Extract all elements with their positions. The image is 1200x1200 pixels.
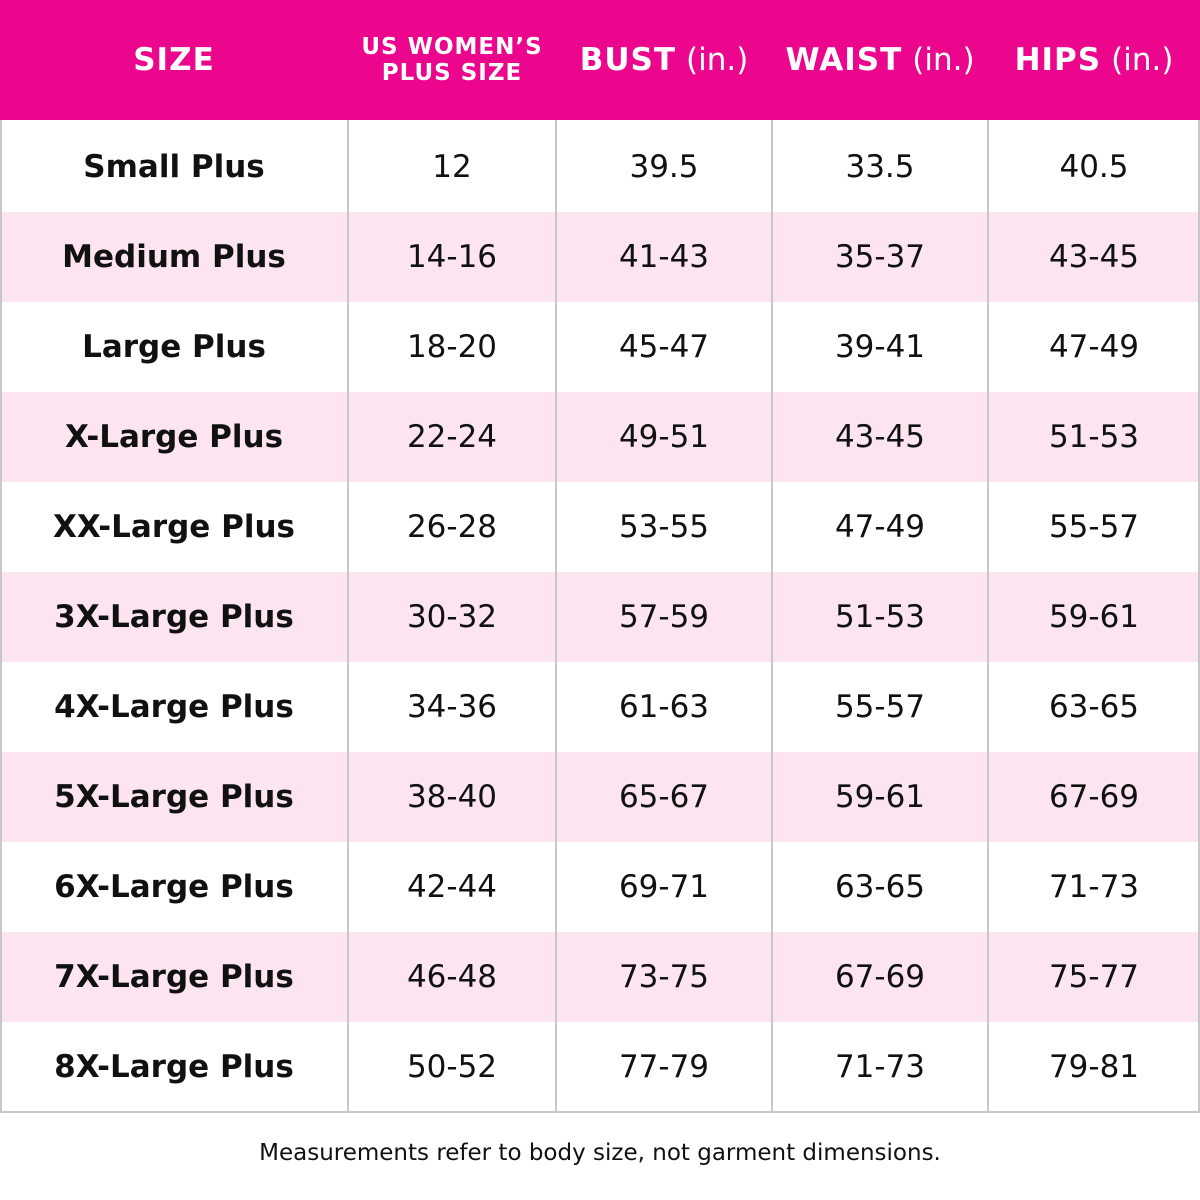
value-cell: 39.5 xyxy=(629,149,699,185)
size-cell: 6X-Large Plus xyxy=(54,869,294,905)
size-cell: 3X-Large Plus xyxy=(54,599,294,635)
value-cell: 59-61 xyxy=(1048,599,1140,635)
value-cell: 30-32 xyxy=(406,599,498,635)
value-cell: 63-65 xyxy=(1048,689,1140,725)
value-cell: 59-61 xyxy=(834,779,926,815)
size-cell: 4X-Large Plus xyxy=(54,689,294,725)
value-cell: 26-28 xyxy=(406,509,498,545)
size-cell: Large Plus xyxy=(82,329,266,365)
header-line: US WOMEN’S xyxy=(361,34,543,60)
size-cell: XX-Large Plus xyxy=(53,509,295,545)
size-cell: 8X-Large Plus xyxy=(54,1049,294,1085)
row-band xyxy=(0,572,1200,662)
value-cell: 43-45 xyxy=(1048,239,1140,275)
value-cell: 38-40 xyxy=(406,779,498,815)
value-cell: 43-45 xyxy=(834,419,926,455)
value-cell: 65-67 xyxy=(618,779,710,815)
value-cell: 34-36 xyxy=(406,689,498,725)
value-cell: 51-53 xyxy=(834,599,926,635)
value-cell: 41-43 xyxy=(618,239,710,275)
value-cell: 51-53 xyxy=(1048,419,1140,455)
value-cell: 79-81 xyxy=(1048,1049,1140,1085)
value-cell: 69-71 xyxy=(618,869,710,905)
value-cell: 75-77 xyxy=(1048,959,1140,995)
value-cell: 39-41 xyxy=(834,329,926,365)
row-band xyxy=(0,752,1200,842)
header-line: PLUS SIZE xyxy=(381,60,523,86)
header-cell: BUST (in.) xyxy=(556,0,772,120)
value-cell: 63-65 xyxy=(834,869,926,905)
value-cell: 61-63 xyxy=(618,689,710,725)
value-cell: 40.5 xyxy=(1059,149,1129,185)
value-cell: 77-79 xyxy=(618,1049,710,1085)
value-cell: 55-57 xyxy=(834,689,926,725)
value-cell: 71-73 xyxy=(1048,869,1140,905)
row-band xyxy=(0,212,1200,302)
column-line xyxy=(987,120,989,1112)
header-label: SIZE xyxy=(133,42,215,78)
header-label: WAIST xyxy=(785,42,903,78)
row-band xyxy=(0,932,1200,1022)
value-cell: 57-59 xyxy=(618,599,710,635)
value-cell: 14-16 xyxy=(406,239,498,275)
header-cell: WAIST (in.) xyxy=(772,0,988,120)
value-cell: 67-69 xyxy=(834,959,926,995)
value-cell: 33.5 xyxy=(845,149,915,185)
value-cell: 12 xyxy=(432,149,472,185)
header-unit: (in.) xyxy=(685,42,749,78)
value-cell: 50-52 xyxy=(406,1049,498,1085)
value-cell: 45-47 xyxy=(618,329,710,365)
value-cell: 42-44 xyxy=(406,869,498,905)
column-line xyxy=(555,120,557,1112)
value-cell: 18-20 xyxy=(406,329,498,365)
header-label: HIPS xyxy=(1014,42,1102,78)
header-label: BUST xyxy=(579,42,676,78)
bottom-line xyxy=(0,1111,1200,1113)
value-cell: 53-55 xyxy=(618,509,710,545)
value-cell: 73-75 xyxy=(618,959,710,995)
column-line xyxy=(1198,120,1200,1112)
header-unit: (in.) xyxy=(912,42,975,78)
value-cell: 67-69 xyxy=(1048,779,1140,815)
footnote: Measurements refer to body size, not gar… xyxy=(259,1140,941,1166)
header-cell: HIPS (in.) xyxy=(988,0,1200,120)
column-line xyxy=(771,120,773,1112)
value-cell: 47-49 xyxy=(834,509,926,545)
header-cell: US WOMEN’S PLUS SIZE xyxy=(348,0,556,120)
value-cell: 46-48 xyxy=(406,959,498,995)
header-cell: SIZE xyxy=(0,0,348,120)
size-cell: 5X-Large Plus xyxy=(54,779,294,815)
column-line xyxy=(0,120,2,1112)
size-cell: X-Large Plus xyxy=(64,419,284,455)
value-cell: 55-57 xyxy=(1048,509,1140,545)
value-cell: 22-24 xyxy=(406,419,498,455)
header-unit: (in.) xyxy=(1111,42,1174,78)
column-line xyxy=(347,120,349,1112)
size-cell: 7X-Large Plus xyxy=(54,959,294,995)
header-band xyxy=(0,0,1200,120)
value-cell: 35-37 xyxy=(834,239,926,275)
value-cell: 47-49 xyxy=(1048,329,1140,365)
size-cell: Small Plus xyxy=(83,149,265,185)
value-cell: 71-73 xyxy=(834,1049,926,1085)
value-cell: 49-51 xyxy=(618,419,710,455)
size-cell: Medium Plus xyxy=(62,239,286,275)
row-band xyxy=(0,392,1200,482)
